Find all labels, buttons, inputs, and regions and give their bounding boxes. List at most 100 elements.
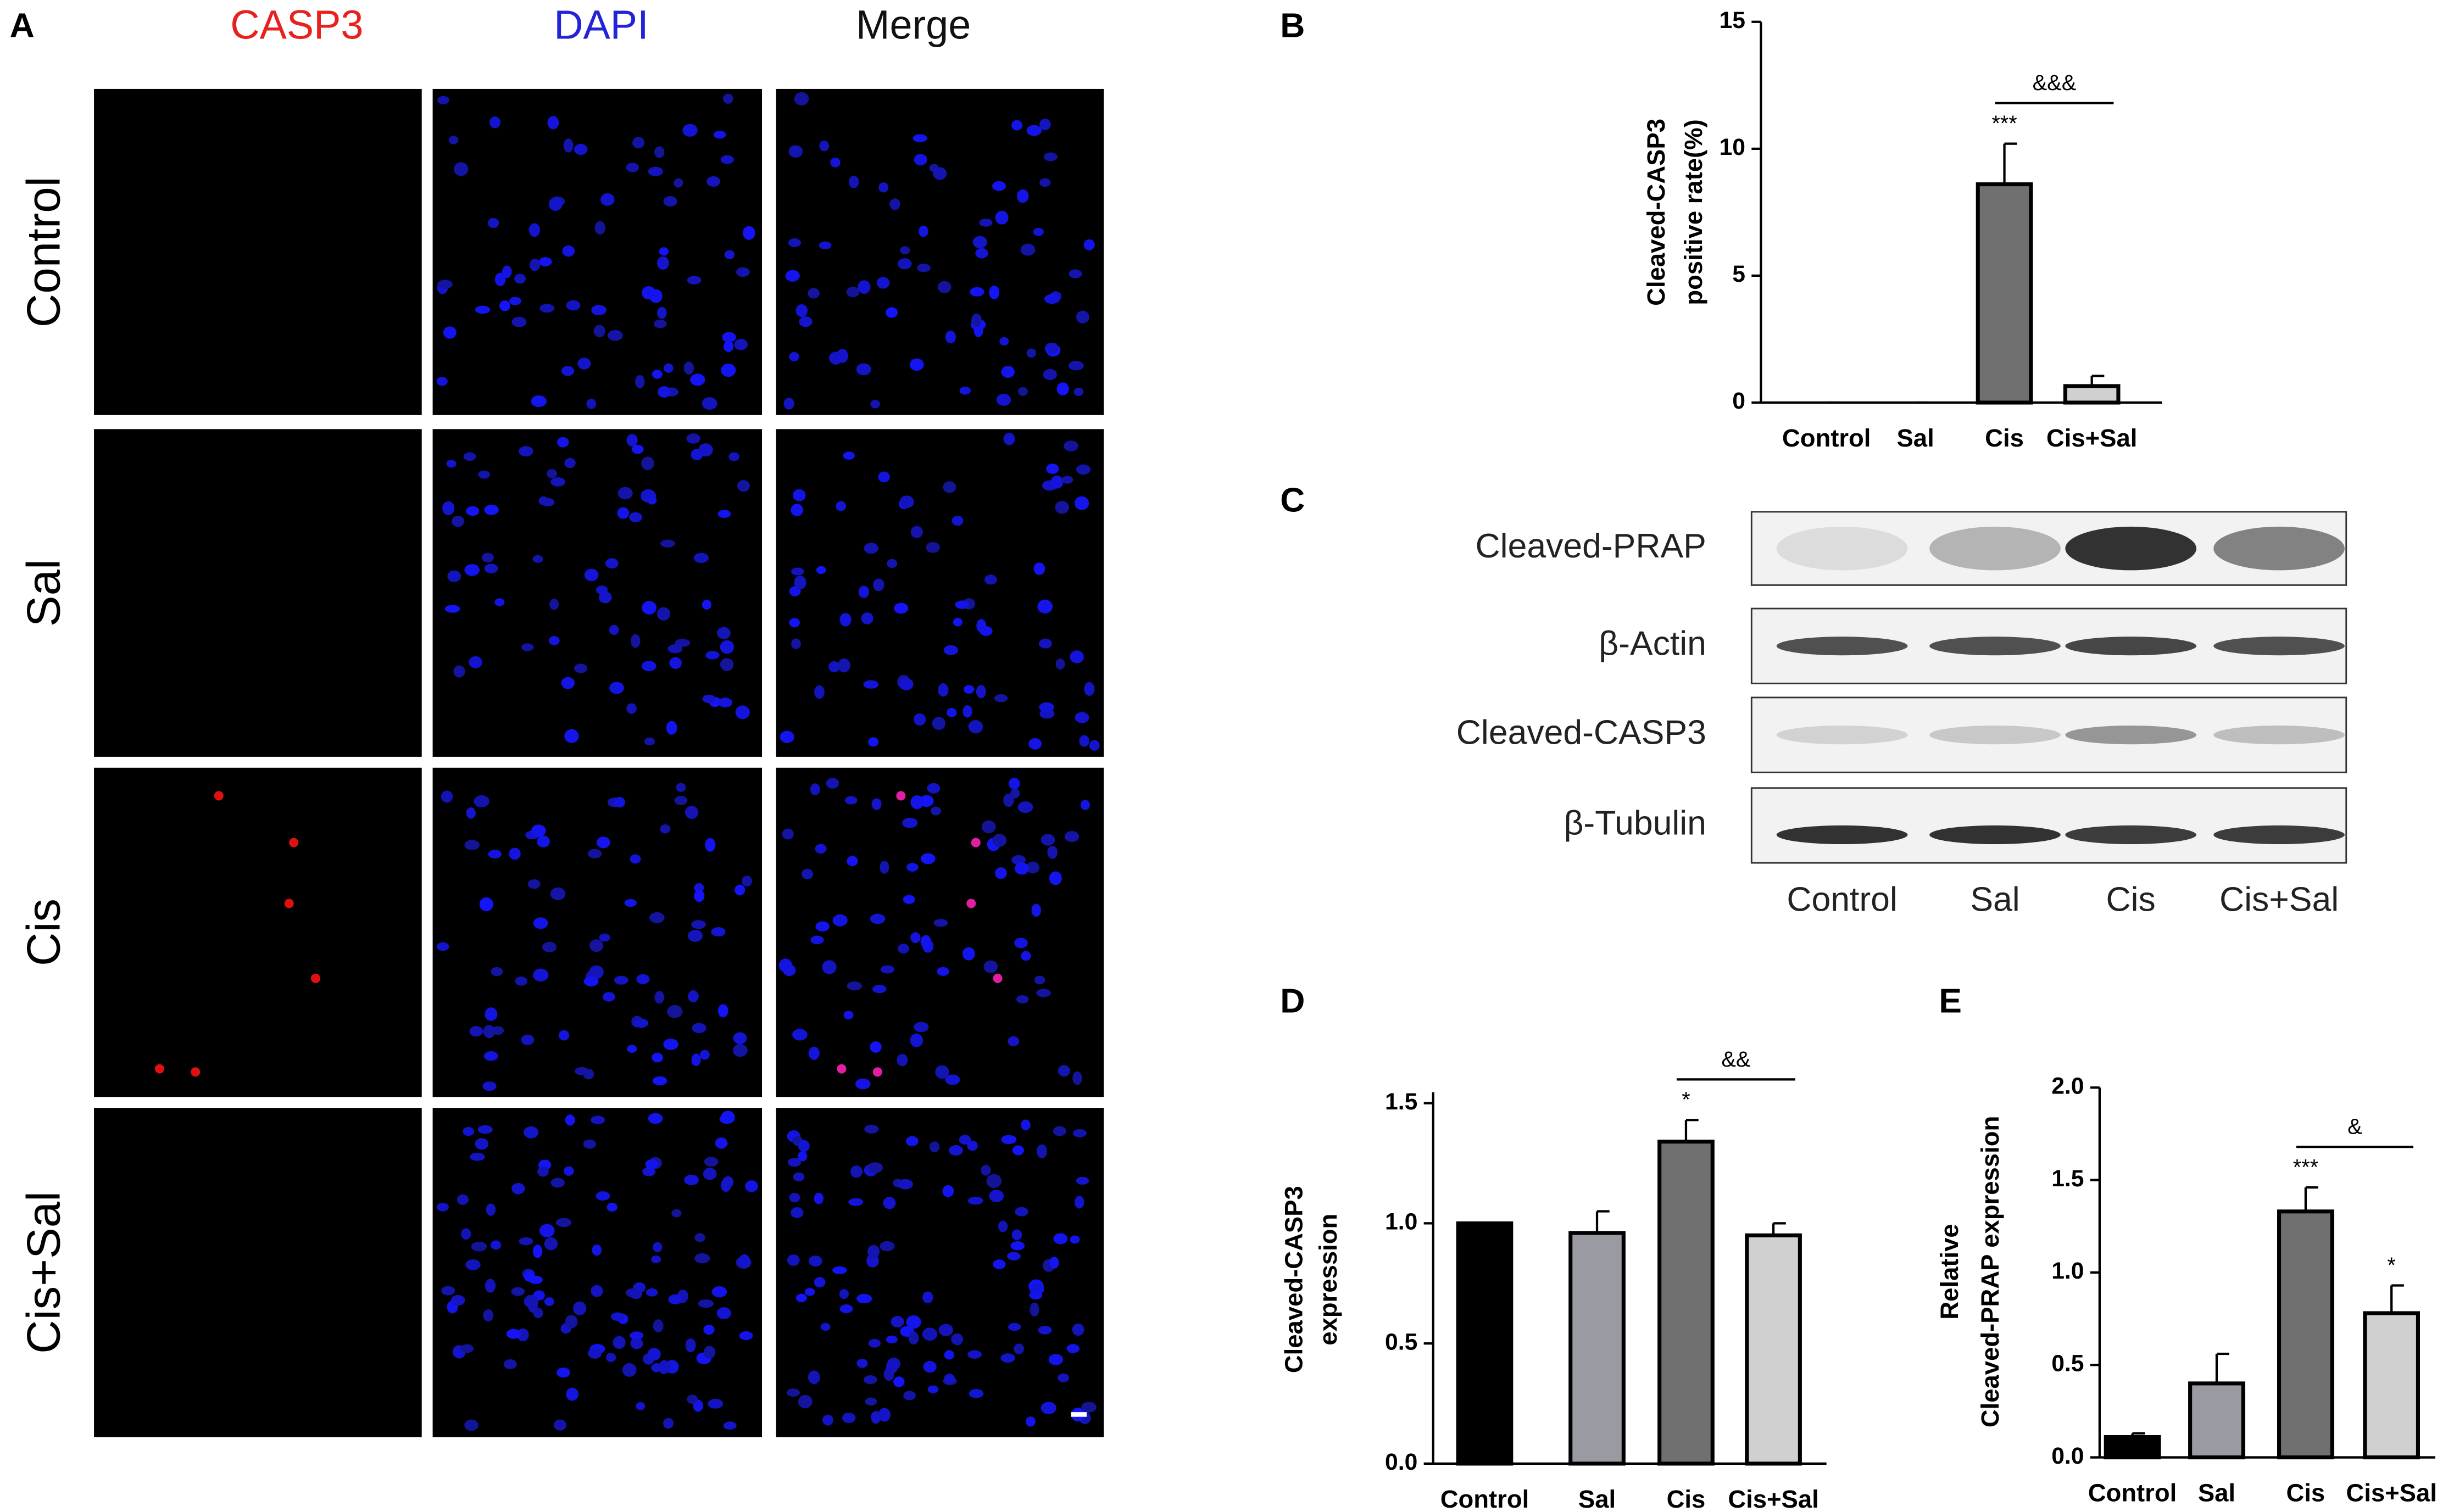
nucleus — [521, 643, 534, 651]
nucleus — [1041, 1402, 1056, 1414]
apoptotic-cell — [971, 838, 981, 847]
nucleus — [600, 193, 615, 206]
apoptotic-cell — [214, 791, 224, 801]
apoptotic-cell — [993, 973, 1003, 983]
nucleus — [713, 131, 726, 139]
nucleus — [532, 1245, 543, 1258]
micrograph — [94, 429, 422, 757]
nucleus — [894, 602, 909, 614]
nucleus — [920, 853, 936, 864]
nucleus — [1037, 1144, 1047, 1158]
nucleus — [653, 319, 667, 328]
apoptotic-cell — [154, 1064, 164, 1074]
nucleus — [1021, 951, 1031, 961]
nucleus — [594, 221, 605, 235]
nucleus — [938, 1324, 954, 1336]
nucleus — [720, 640, 735, 654]
nucleus — [983, 960, 998, 973]
nucleus — [814, 1277, 826, 1288]
nucleus — [970, 287, 984, 297]
nucleus — [1038, 638, 1052, 649]
nucleus — [878, 182, 889, 193]
nucleus — [1012, 1145, 1024, 1156]
band — [1929, 825, 2061, 845]
nucleus — [839, 1289, 849, 1299]
nucleus — [734, 338, 748, 350]
nucleus — [986, 1174, 1002, 1189]
nucleus — [795, 304, 808, 317]
nucleus — [880, 965, 895, 974]
nucleus — [969, 1389, 984, 1398]
nucleus — [553, 1419, 567, 1431]
nucleus — [910, 795, 924, 810]
nucleus — [644, 737, 655, 746]
nucleus — [822, 1414, 833, 1426]
y-tick-label: 5 — [1732, 261, 1745, 287]
panel-label: D — [1280, 981, 1305, 1020]
micrograph — [94, 1108, 422, 1437]
nucleus — [527, 879, 541, 889]
nucleus — [1008, 778, 1020, 790]
nucleus — [786, 1388, 800, 1397]
nucleus — [484, 563, 498, 573]
nucleus — [657, 306, 667, 319]
nucleus — [886, 307, 898, 318]
nucleus — [981, 1165, 991, 1176]
nucleus — [671, 1209, 682, 1218]
nucleus — [864, 1124, 879, 1134]
nucleus — [1064, 831, 1080, 843]
nucleus — [789, 618, 800, 628]
nucleus — [642, 1167, 656, 1176]
nucleus — [864, 1375, 877, 1385]
nucleus — [992, 834, 1007, 847]
micrograph — [776, 88, 1104, 415]
nucleus — [705, 838, 716, 852]
nucleus — [652, 1052, 663, 1063]
nucleus — [443, 326, 457, 339]
nucleus — [791, 1207, 804, 1218]
nucleus — [598, 591, 612, 604]
nucleus — [694, 1253, 710, 1264]
nucleus — [698, 1299, 714, 1308]
nucleus — [437, 280, 453, 289]
nucleus — [683, 361, 694, 375]
nucleus — [1039, 119, 1051, 131]
micrograph — [94, 88, 422, 415]
nucleus — [613, 1336, 626, 1349]
nucleus — [1025, 1416, 1036, 1427]
nucleus — [945, 330, 956, 344]
nucleus — [937, 281, 952, 293]
nucleus — [494, 272, 506, 286]
nucleus — [652, 370, 663, 379]
nucleus — [799, 316, 813, 327]
nucleus — [1033, 227, 1044, 236]
nucleus — [546, 468, 557, 478]
nucleus — [981, 820, 996, 834]
significance-label: * — [2387, 1253, 2395, 1277]
nucleus — [686, 433, 700, 444]
nucleus — [566, 1387, 579, 1401]
nucleus — [654, 146, 665, 158]
row-label: Cis+Sal — [18, 1191, 70, 1354]
micrograph — [432, 767, 763, 1097]
nucleus — [717, 1004, 728, 1018]
nucleus — [1043, 369, 1057, 381]
nucleus — [919, 225, 928, 237]
nucleus — [531, 824, 546, 837]
nucleus — [1058, 1373, 1070, 1382]
nucleus — [589, 939, 604, 952]
nucleus — [483, 1051, 499, 1061]
nucleus — [787, 1254, 800, 1266]
nucleus — [544, 1237, 558, 1251]
nucleus — [469, 1152, 485, 1161]
nucleus — [550, 887, 566, 901]
nucleus — [702, 599, 711, 610]
y-axis-label: Cleaved-PRAP expression — [1976, 1116, 2004, 1427]
nucleus — [1001, 1135, 1017, 1145]
nucleus — [995, 867, 1007, 879]
nucleus — [503, 1359, 517, 1369]
nucleus — [441, 1286, 455, 1296]
nucleus — [1053, 1233, 1068, 1245]
y-tick-label: 1.0 — [2051, 1258, 2084, 1284]
nucleus — [715, 1137, 728, 1149]
